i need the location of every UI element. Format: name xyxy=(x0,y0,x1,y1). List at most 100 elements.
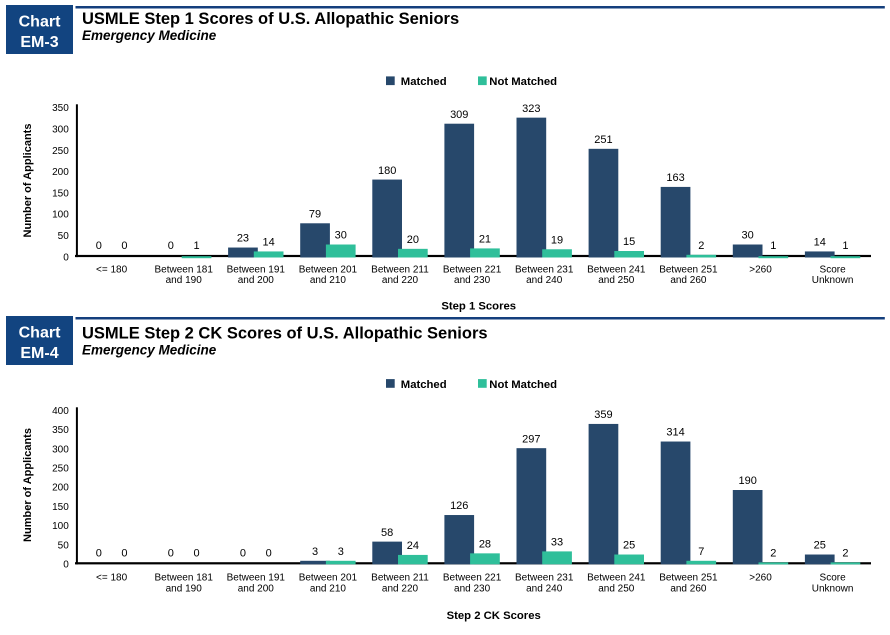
svg-text:1: 1 xyxy=(842,240,848,252)
svg-text:<= 180: <= 180 xyxy=(96,573,128,584)
svg-text:EM-4: EM-4 xyxy=(20,345,58,362)
svg-text:250: 250 xyxy=(52,146,69,157)
svg-text:350: 350 xyxy=(52,103,69,114)
svg-text:314: 314 xyxy=(666,427,684,439)
svg-text:Between 251: Between 251 xyxy=(659,265,718,276)
svg-text:0: 0 xyxy=(266,547,272,559)
svg-text:7: 7 xyxy=(698,546,704,558)
svg-text:Between 201: Between 201 xyxy=(299,265,358,276)
svg-text:Between 221: Between 221 xyxy=(443,573,502,584)
svg-text:and 210: and 210 xyxy=(310,584,347,595)
svg-text:0: 0 xyxy=(63,252,69,263)
svg-text:Score: Score xyxy=(820,573,847,584)
svg-text:Between 241: Between 241 xyxy=(587,265,646,276)
svg-text:and 200: and 200 xyxy=(238,584,275,595)
svg-text:0: 0 xyxy=(168,240,174,252)
svg-text:Not Matched: Not Matched xyxy=(489,379,557,391)
svg-text:and 240: and 240 xyxy=(526,584,563,595)
svg-text:Between 201: Between 201 xyxy=(299,573,358,584)
svg-text:23: 23 xyxy=(237,233,249,245)
svg-text:and 260: and 260 xyxy=(670,584,707,595)
svg-text:and 250: and 250 xyxy=(598,584,635,595)
svg-text:150: 150 xyxy=(52,502,69,513)
svg-text:1: 1 xyxy=(193,240,199,252)
svg-text:>260: >260 xyxy=(749,265,772,276)
svg-text:25: 25 xyxy=(814,540,826,552)
svg-text:Chart: Chart xyxy=(19,325,61,342)
svg-text:Between 211: Between 211 xyxy=(371,573,429,584)
svg-text:126: 126 xyxy=(450,500,468,512)
svg-text:Number of Applicants: Number of Applicants xyxy=(22,428,34,542)
svg-text:21: 21 xyxy=(479,234,491,246)
svg-text:Step 1 Scores: Step 1 Scores xyxy=(441,301,516,313)
svg-text:Between 191: Between 191 xyxy=(227,265,286,276)
svg-text:14: 14 xyxy=(263,237,275,249)
svg-text:309: 309 xyxy=(450,109,468,121)
svg-text:3: 3 xyxy=(338,546,344,558)
svg-text:Between 191: Between 191 xyxy=(227,573,286,584)
svg-text:180: 180 xyxy=(378,165,396,177)
svg-text:251: 251 xyxy=(594,134,612,146)
svg-text:24: 24 xyxy=(407,540,419,552)
svg-text:0: 0 xyxy=(168,547,174,559)
svg-text:300: 300 xyxy=(52,444,69,455)
svg-text:15: 15 xyxy=(623,236,635,248)
svg-text:30: 30 xyxy=(335,230,347,242)
svg-text:190: 190 xyxy=(738,475,756,487)
svg-text:2: 2 xyxy=(842,547,848,559)
svg-text:19: 19 xyxy=(551,235,563,247)
svg-text:350: 350 xyxy=(52,425,69,436)
svg-text:150: 150 xyxy=(52,188,69,199)
svg-text:Emergency Medicine: Emergency Medicine xyxy=(82,343,217,358)
svg-text:30: 30 xyxy=(742,230,754,242)
svg-text:300: 300 xyxy=(52,125,69,136)
svg-text:and 210: and 210 xyxy=(310,275,347,286)
svg-text:Number of Applicants: Number of Applicants xyxy=(22,124,34,238)
svg-text:400: 400 xyxy=(52,406,69,417)
svg-text:Between 211: Between 211 xyxy=(371,265,429,276)
svg-text:and 200: and 200 xyxy=(238,275,275,286)
svg-text:and 190: and 190 xyxy=(166,584,203,595)
svg-text:2: 2 xyxy=(770,547,776,559)
svg-text:Between 181: Between 181 xyxy=(155,265,214,276)
svg-text:0: 0 xyxy=(96,240,102,252)
svg-text:Chart: Chart xyxy=(19,14,61,31)
svg-text:250: 250 xyxy=(52,464,69,475)
svg-text:and 220: and 220 xyxy=(382,584,419,595)
svg-text:50: 50 xyxy=(58,231,70,242)
svg-text:and 230: and 230 xyxy=(454,275,491,286)
svg-text:50: 50 xyxy=(58,540,70,551)
svg-text:Between 231: Between 231 xyxy=(515,573,574,584)
svg-text:Emergency Medicine: Emergency Medicine xyxy=(82,28,217,43)
svg-text:Matched: Matched xyxy=(401,379,447,391)
svg-text:297: 297 xyxy=(522,433,540,445)
svg-text:58: 58 xyxy=(381,527,393,539)
svg-text:323: 323 xyxy=(522,103,540,115)
svg-text:Between 181: Between 181 xyxy=(155,573,214,584)
svg-text:Matched: Matched xyxy=(401,76,447,88)
svg-text:Score: Score xyxy=(820,265,847,276)
svg-text:163: 163 xyxy=(666,172,684,184)
svg-text:79: 79 xyxy=(309,209,321,221)
svg-text:200: 200 xyxy=(52,167,69,178)
svg-text:0: 0 xyxy=(63,560,69,571)
svg-text:28: 28 xyxy=(479,539,491,551)
svg-text:Not Matched: Not Matched xyxy=(489,76,557,88)
svg-text:Between 231: Between 231 xyxy=(515,265,574,276)
svg-text:100: 100 xyxy=(52,210,69,221)
svg-text:and 230: and 230 xyxy=(454,584,491,595)
svg-text:and 260: and 260 xyxy=(670,275,707,286)
svg-text:EM-3: EM-3 xyxy=(20,34,58,51)
svg-text:25: 25 xyxy=(623,540,635,552)
svg-text:Between 241: Between 241 xyxy=(587,573,646,584)
svg-text:and 220: and 220 xyxy=(382,275,419,286)
svg-text:100: 100 xyxy=(52,521,69,532)
svg-text:USMLE Step 1 Scores of U.S. Al: USMLE Step 1 Scores of U.S. Allopathic S… xyxy=(82,10,459,28)
svg-text:<= 180: <= 180 xyxy=(96,265,128,276)
svg-text:Unknown: Unknown xyxy=(812,584,854,595)
svg-text:0: 0 xyxy=(121,240,127,252)
svg-text:3: 3 xyxy=(312,546,318,558)
svg-text:and 190: and 190 xyxy=(166,275,203,286)
svg-text:0: 0 xyxy=(96,547,102,559)
svg-text:14: 14 xyxy=(814,237,826,249)
